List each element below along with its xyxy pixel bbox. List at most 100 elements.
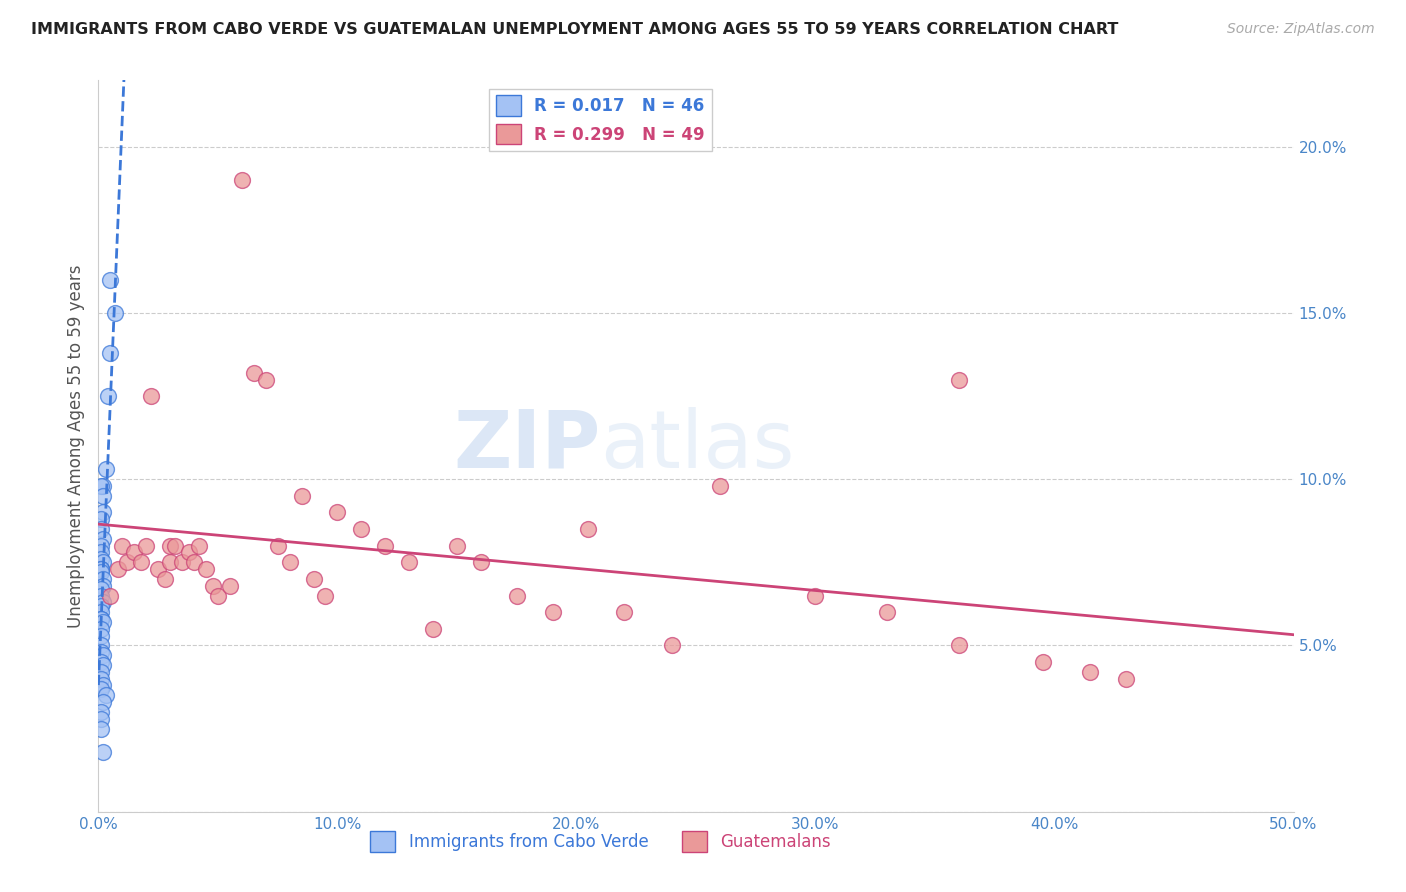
- Point: [202, 579, 225, 593]
- Point: [155, 572, 177, 586]
- Point: [1032, 655, 1054, 669]
- Point: [90, 612, 112, 626]
- Point: [91, 479, 114, 493]
- Text: IMMIGRANTS FROM CABO VERDE VS GUATEMALAN UNEMPLOYMENT AMONG AGES 55 TO 59 YEARS : IMMIGRANTS FROM CABO VERDE VS GUATEMALAN…: [31, 22, 1118, 37]
- Point: [506, 589, 529, 603]
- Point: [315, 589, 337, 603]
- Point: [187, 539, 209, 553]
- Text: Source: ZipAtlas.com: Source: ZipAtlas.com: [1227, 22, 1375, 37]
- Point: [90, 479, 112, 493]
- Point: [613, 605, 636, 619]
- Point: [90, 681, 112, 696]
- Point: [91, 579, 114, 593]
- Point: [90, 562, 112, 576]
- Point: [661, 639, 683, 653]
- Point: [179, 545, 201, 559]
- Point: [876, 605, 898, 619]
- Point: [219, 579, 242, 593]
- Point: [91, 506, 114, 520]
- Point: [302, 572, 325, 586]
- Point: [91, 648, 114, 663]
- Point: [90, 639, 112, 653]
- Point: [267, 539, 290, 553]
- Point: [398, 555, 420, 569]
- Point: [90, 622, 112, 636]
- Point: [91, 555, 114, 569]
- Legend: Immigrants from Cabo Verde, Guatemalans: Immigrants from Cabo Verde, Guatemalans: [364, 824, 837, 858]
- Point: [98, 273, 122, 287]
- Point: [172, 555, 194, 569]
- Point: [163, 539, 186, 553]
- Point: [90, 522, 112, 536]
- Point: [91, 489, 114, 503]
- Point: [107, 562, 129, 576]
- Point: [91, 658, 114, 673]
- Point: [159, 539, 181, 553]
- Point: [1080, 665, 1102, 679]
- Point: [231, 173, 253, 187]
- Point: [291, 489, 314, 503]
- Point: [91, 595, 114, 609]
- Point: [90, 645, 112, 659]
- Point: [374, 539, 396, 553]
- Point: [115, 555, 138, 569]
- Point: [90, 545, 112, 559]
- Text: ZIP: ZIP: [453, 407, 600, 485]
- Point: [90, 628, 112, 642]
- Point: [422, 622, 444, 636]
- Point: [91, 572, 114, 586]
- Point: [104, 306, 127, 320]
- Point: [135, 539, 157, 553]
- Point: [207, 589, 229, 603]
- Point: [90, 655, 112, 669]
- Text: atlas: atlas: [600, 407, 794, 485]
- Point: [90, 705, 112, 719]
- Point: [90, 589, 112, 603]
- Point: [90, 612, 112, 626]
- Point: [350, 522, 373, 536]
- Point: [91, 615, 114, 630]
- Point: [90, 582, 112, 596]
- Point: [90, 672, 112, 686]
- Point: [98, 589, 122, 603]
- Point: [90, 539, 112, 553]
- Point: [131, 555, 153, 569]
- Y-axis label: Unemployment Among Ages 55 to 59 years: Unemployment Among Ages 55 to 59 years: [66, 264, 84, 628]
- Point: [90, 566, 112, 580]
- Point: [94, 689, 117, 703]
- Point: [948, 639, 970, 653]
- Point: [804, 589, 827, 603]
- Point: [578, 522, 600, 536]
- Point: [183, 555, 205, 569]
- Point: [91, 745, 114, 759]
- Point: [91, 532, 114, 546]
- Point: [98, 346, 122, 360]
- Point: [195, 562, 218, 576]
- Point: [91, 695, 114, 709]
- Point: [278, 555, 301, 569]
- Point: [90, 599, 112, 613]
- Point: [90, 562, 112, 576]
- Point: [124, 545, 146, 559]
- Point: [90, 665, 112, 679]
- Point: [148, 562, 170, 576]
- Point: [948, 372, 970, 386]
- Point: [90, 512, 112, 526]
- Point: [159, 555, 181, 569]
- Point: [111, 539, 134, 553]
- Point: [90, 552, 112, 566]
- Point: [1115, 672, 1137, 686]
- Point: [541, 605, 564, 619]
- Point: [97, 389, 120, 403]
- Point: [90, 712, 112, 726]
- Point: [94, 462, 117, 476]
- Point: [90, 722, 112, 736]
- Point: [326, 506, 349, 520]
- Point: [139, 389, 162, 403]
- Point: [243, 366, 266, 380]
- Point: [91, 678, 114, 692]
- Point: [90, 605, 112, 619]
- Point: [709, 479, 731, 493]
- Point: [470, 555, 492, 569]
- Point: [254, 372, 277, 386]
